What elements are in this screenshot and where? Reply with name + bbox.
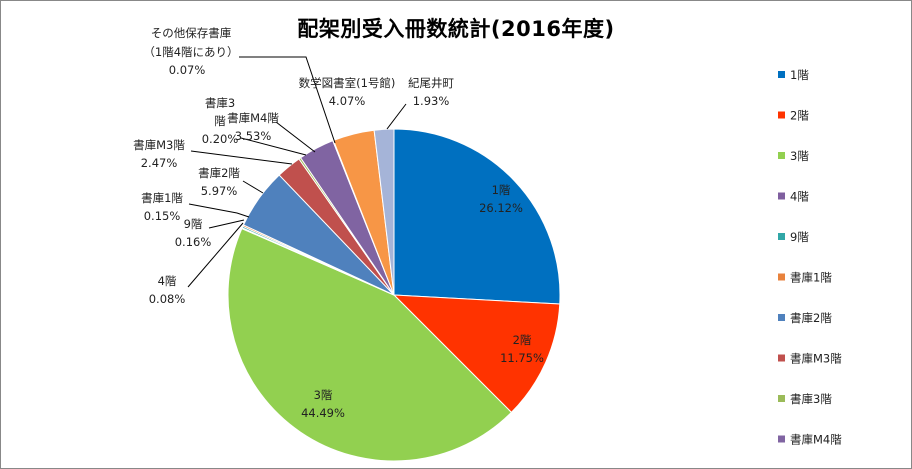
legend-swatch-0	[778, 71, 785, 78]
label-m3-pct: 2.47%	[141, 156, 178, 170]
legend-swatch-3	[778, 192, 785, 200]
legend-label-9: 書庫M4階	[790, 433, 842, 447]
legend-swatch-9	[778, 435, 785, 443]
legend-swatch-4	[778, 233, 785, 240]
label-sugaku-pct: 4.07%	[329, 94, 366, 108]
label-1f-name: 1階	[492, 183, 511, 197]
legend-swatch-8	[778, 395, 785, 402]
label-shoko1-pct: 0.15%	[144, 209, 181, 223]
legend-swatch-2	[778, 152, 785, 159]
legend-swatch-6	[778, 314, 785, 321]
pie-slice-1	[392, 294, 561, 414]
label-m3-name: 書庫M3階	[133, 138, 185, 152]
label-shoko3-name-line1: 書庫3	[205, 96, 235, 110]
label-2f-pct: 11.75%	[500, 351, 544, 365]
pie-slice-12	[373, 128, 395, 296]
label-sonota-pct: 0.07%	[169, 63, 206, 77]
label-2f-name: 2階	[513, 333, 532, 347]
legend-label-0: 1階	[790, 68, 809, 82]
legend-label-3: 4階	[790, 190, 809, 204]
legend-label-6: 書庫2階	[790, 311, 832, 325]
label-shoko3-name-line2: 階	[214, 114, 226, 128]
leader-4	[187, 222, 244, 288]
label-3f-pct: 44.49%	[301, 406, 345, 420]
legend-label-2: 3階	[790, 149, 809, 163]
leader-shoko2	[242, 180, 264, 194]
label-shoko2-name: 書庫2階	[198, 166, 240, 180]
pie-slice-0	[393, 128, 561, 305]
legend-label-4: 9階	[790, 230, 809, 244]
pie-slice-2	[227, 227, 513, 462]
label-kiojicho-pct: 1.93%	[413, 94, 450, 108]
legend-label-5: 書庫1階	[790, 271, 832, 285]
leader-shoko1	[188, 203, 250, 218]
label-sonota-name-line2: （1階4階にあり）	[143, 45, 238, 59]
label-4f-name: 4階	[158, 274, 177, 288]
label-m4-pct: 3.53%	[235, 129, 272, 143]
label-sugaku-name: 数学図書室(1号館)	[299, 76, 396, 90]
leader-m3	[190, 150, 293, 165]
label-shoko2-pct: 5.97%	[201, 184, 238, 198]
leader-shoko3	[240, 137, 307, 156]
label-3f-name: 3階	[314, 388, 333, 402]
data-labels: 1階 26.12% 2階 11.75% 3階 44.49% その他保存書庫 （1…	[133, 26, 544, 420]
leader-sonota	[239, 56, 336, 144]
legend-swatch-5	[778, 273, 785, 281]
label-shoko1-name: 書庫1階	[141, 191, 183, 205]
pie-slices	[227, 128, 561, 462]
legend-label-7: 書庫M3階	[790, 352, 842, 366]
legend-label-8: 書庫3階	[790, 392, 832, 406]
legend-swatch-7	[778, 354, 785, 362]
label-9f-pct: 0.16%	[175, 235, 212, 249]
label-kiojicho-name: 紀尾井町	[408, 76, 454, 90]
label-1f-pct: 26.12%	[479, 201, 523, 215]
chart-title: 配架別受入冊数統計(2016年度)	[297, 17, 615, 41]
label-4f-pct: 0.08%	[149, 292, 186, 306]
leader-9	[208, 219, 245, 229]
label-9f-name: 9階	[184, 217, 203, 231]
leader-m4	[275, 121, 316, 153]
leader-lines	[187, 56, 407, 288]
legend-label-1: 2階	[790, 109, 809, 123]
label-shoko3-pct: 0.20%	[202, 132, 239, 146]
legend-swatch-1	[778, 111, 785, 119]
label-m4-name: 書庫M4階	[227, 111, 279, 125]
leader-kiojicho	[386, 103, 407, 130]
label-sonota-name-line1: その他保存書庫	[151, 26, 232, 40]
